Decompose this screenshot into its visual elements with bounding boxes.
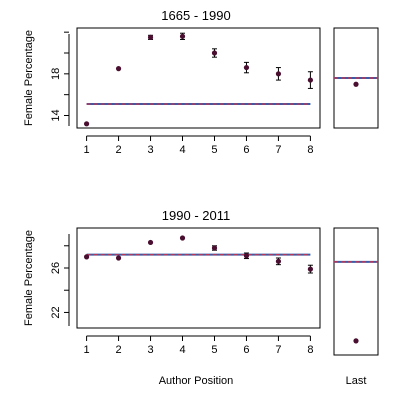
y-tick-label: 26: [50, 262, 62, 274]
data-point: [307, 266, 314, 272]
x-axis-title: Author Position: [159, 375, 234, 387]
panel-bottom-title: 1990 - 2011: [162, 208, 230, 223]
data-point: [179, 235, 186, 241]
panel-top-marks: 1 2 3 4 5 6 7 8 14 18: [50, 31, 314, 156]
last-data-point: [353, 338, 359, 344]
panel-bottom: 1990 - 2011 Female Percentage 1 2 3 4 5 6 7 8 22…: [23, 208, 379, 356]
data-point: [243, 64, 250, 71]
x-tick-label: 8: [307, 344, 313, 356]
x-tick-label: 2: [116, 344, 122, 356]
panel-bottom-marks: 1 2 3 4 5 6 7 8 22 26: [50, 234, 313, 356]
x-tick-label: 4: [179, 344, 185, 356]
data-point: [115, 255, 122, 261]
x-tick-label: 3: [147, 144, 153, 156]
data-point: [211, 50, 218, 56]
panel-top-ylabel: Female Percentage: [23, 30, 35, 126]
x-tick-label: 7: [275, 144, 281, 156]
y-tick-label: 18: [50, 68, 62, 80]
x-tick-label: 1: [84, 344, 90, 356]
x-tick-label: 8: [307, 144, 313, 156]
panel-bottom-last-frame: [333, 227, 379, 356]
x-tick-label: 3: [147, 344, 153, 356]
x-tick-label: 2: [116, 144, 122, 156]
data-point: [243, 253, 250, 259]
data-point: [211, 245, 218, 251]
data-point: [83, 254, 90, 260]
panel-bottom-ylabel: Female Percentage: [23, 230, 35, 326]
data-point: [275, 258, 282, 264]
x-tick-label: 5: [211, 144, 217, 156]
x-tick-label: 5: [211, 344, 217, 356]
data-point: [115, 66, 122, 72]
data-point: [275, 71, 282, 77]
data-point: [307, 77, 314, 83]
data-point: [147, 34, 154, 40]
x-tick-label: 1: [84, 144, 90, 156]
last-data-point: [353, 81, 359, 87]
data-point: [147, 239, 154, 246]
panel-top-plot-frame: [76, 27, 321, 129]
data-point: [179, 33, 186, 39]
last-column-label: Last: [346, 375, 367, 387]
panel-top-last-marks: [334, 77, 378, 87]
panel-top-title: 1665 - 1990: [161, 8, 230, 23]
panel-bottom-last-marks: [334, 260, 378, 344]
x-tick-label: 6: [243, 344, 249, 356]
x-tick-label: 6: [243, 144, 249, 156]
x-tick-label: 7: [275, 344, 281, 356]
data-point: [83, 121, 90, 127]
y-tick-label: 22: [50, 306, 62, 318]
panel-bottom-plot-frame: [76, 227, 321, 329]
panel-top: 1665 - 1990 Female Percentage 1 2 3 4 5 6 7 8 14…: [23, 8, 379, 156]
x-tick-label: 4: [179, 144, 185, 156]
y-tick-label: 14: [50, 109, 62, 121]
